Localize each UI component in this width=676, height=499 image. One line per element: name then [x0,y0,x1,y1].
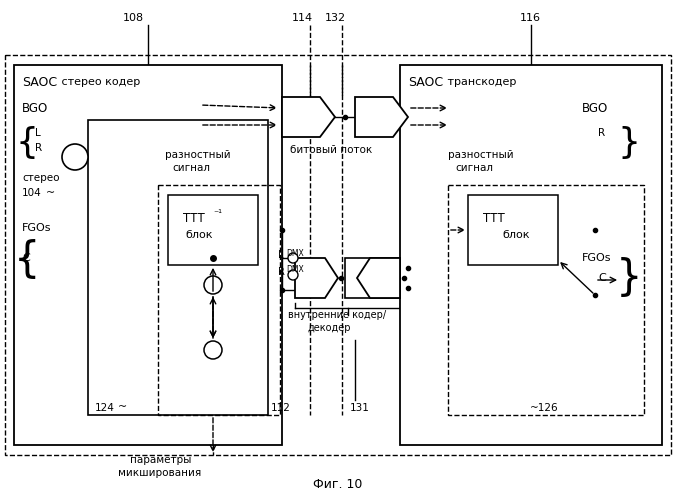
Text: BGO: BGO [582,101,608,114]
Text: }: } [617,126,640,160]
Text: ~126: ~126 [530,403,558,413]
Bar [448,185,644,415]
Text: блок: блок [502,230,529,240]
Text: 112: 112 [271,403,291,413]
Text: сигнал: сигнал [172,163,210,173]
Text: R: R [598,128,605,138]
Text: параметры: параметры [130,455,191,465]
Circle shape [288,253,298,263]
Text: стерео: стерео [22,173,59,183]
Text: SAOC: SAOC [22,75,57,88]
Text: разностный: разностный [165,150,231,160]
Text: SAOC: SAOC [408,75,443,88]
Text: внутренние кодер/: внутренние кодер/ [288,310,386,320]
Text: 114: 114 [291,13,312,23]
Text: Фиг. 10: Фиг. 10 [313,479,363,492]
Bar [400,65,662,445]
Text: битовый поток: битовый поток [290,145,372,155]
Bar [345,258,400,298]
Text: разностный: разностный [448,150,514,160]
Text: 104: 104 [22,188,42,198]
Text: микширования: микширования [118,468,201,478]
Circle shape [204,276,222,294]
Text: декодер: декодер [307,323,350,333]
Polygon shape [282,97,335,137]
Text: блок: блок [185,230,212,240]
Text: C: C [22,253,30,263]
Bar [468,195,558,265]
Text: 116: 116 [519,13,541,23]
Bar [88,120,268,415]
Text: {: { [16,126,39,160]
Circle shape [62,144,88,170]
Text: {: { [14,239,41,281]
Polygon shape [355,97,408,137]
Text: ~: ~ [118,402,127,412]
Text: сигнал: сигнал [455,163,493,173]
Text: DMX: DMX [286,249,304,257]
Text: FGOs: FGOs [582,253,612,263]
Bar [158,185,280,415]
Text: }: } [616,257,642,299]
Polygon shape [295,258,338,298]
Text: ТТТ: ТТТ [483,212,505,225]
Text: L: L [278,250,283,260]
Text: транскодер: транскодер [444,77,516,87]
Text: стерео кодер: стерео кодер [58,77,140,87]
Text: 132: 132 [324,13,345,23]
Text: 131: 131 [350,403,370,413]
Text: ~: ~ [46,188,55,198]
Circle shape [204,341,222,359]
Text: BGO: BGO [22,101,48,114]
Text: ⁻¹: ⁻¹ [213,209,222,219]
Text: R: R [35,143,42,153]
Text: R: R [278,267,285,277]
Bar [14,65,282,445]
Bar [5,55,671,455]
Text: 108: 108 [122,13,143,23]
Text: C: C [598,273,606,283]
Polygon shape [357,258,400,298]
Bar [168,195,258,265]
Text: L: L [35,128,41,138]
Text: DMX: DMX [286,265,304,274]
Text: 124: 124 [95,403,115,413]
Circle shape [288,270,298,280]
Text: FGOs: FGOs [22,223,51,233]
Text: ТТТ: ТТТ [183,212,205,225]
